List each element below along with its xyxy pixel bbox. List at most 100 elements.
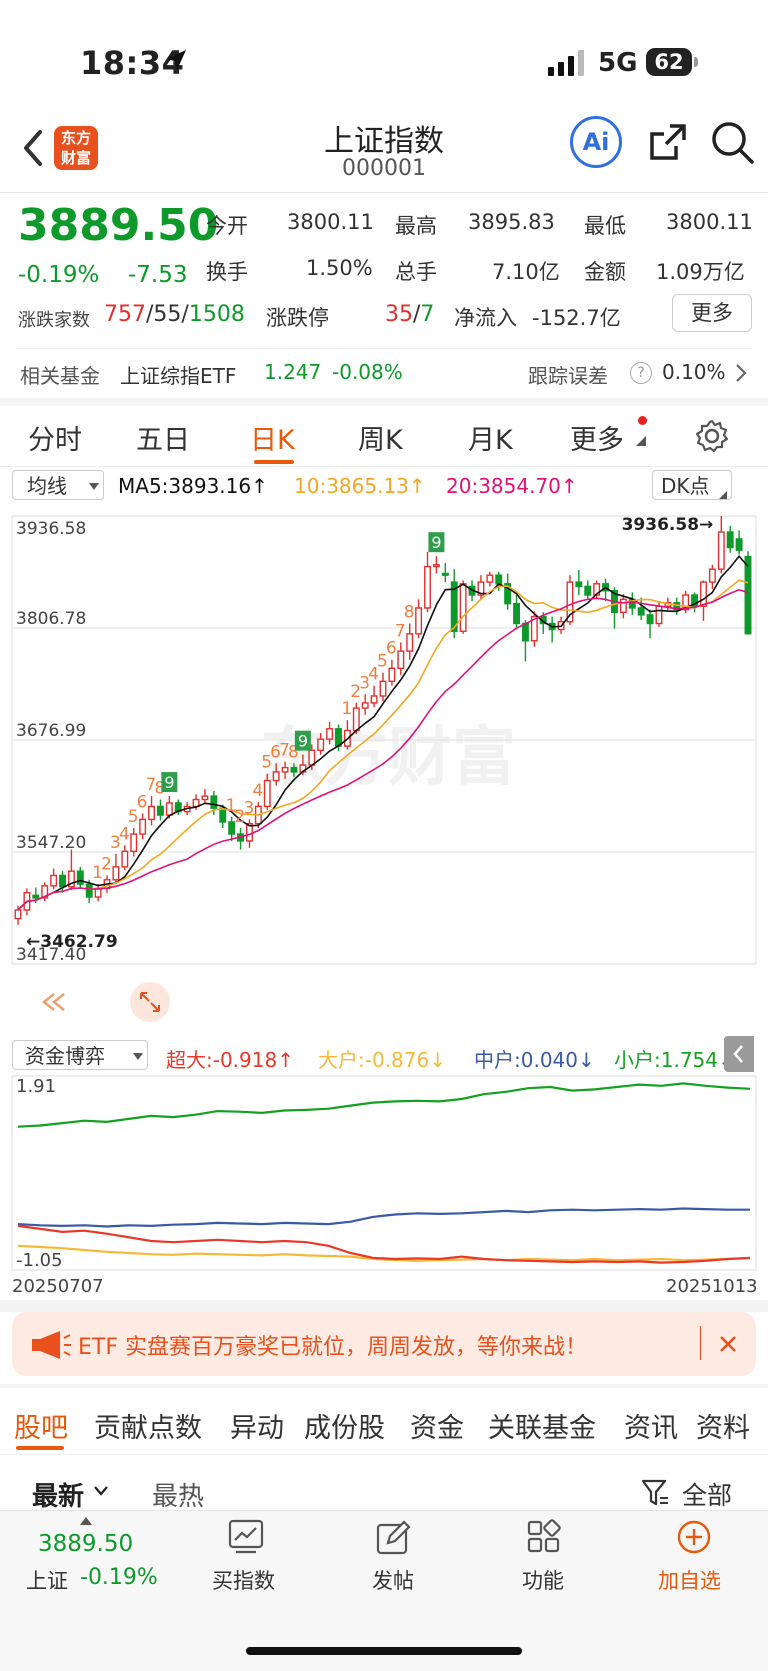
add-watchlist-button[interactable]: 加自选	[650, 1519, 740, 1609]
tab-five-day[interactable]: 五日	[136, 425, 190, 456]
caret-down-icon	[133, 1053, 143, 1060]
close-icon[interactable]	[718, 1334, 738, 1354]
search-icon[interactable]	[710, 120, 756, 166]
tab-intraday[interactable]: 分时	[28, 425, 82, 456]
ma20-label: 20:3854.70↑	[446, 474, 578, 498]
rewind-icon[interactable]	[41, 993, 65, 1011]
sort-latest[interactable]: 最新	[32, 1482, 85, 1512]
back-icon[interactable]	[18, 128, 48, 168]
money-flow-chart[interactable]	[0, 1074, 768, 1304]
nine-turn-count: 1	[92, 863, 103, 883]
section-tab-guba[interactable]: 股吧	[14, 1413, 68, 1444]
candle-body	[521, 622, 529, 642]
limit-down: 7	[420, 302, 435, 327]
fund-name[interactable]: 上证综指ETF	[120, 364, 237, 388]
nine-turn-count: 3	[243, 798, 254, 818]
candle-body	[308, 749, 316, 766]
nine-turn-count: 4	[119, 824, 130, 844]
up-triangle-icon	[80, 1517, 92, 1525]
help-icon[interactable]: ?	[630, 362, 652, 384]
ai-button[interactable]: Ai	[570, 116, 622, 168]
active-section-indicator	[16, 1446, 64, 1450]
y-tick-label: 3936.58	[16, 519, 86, 539]
chevron-right-icon[interactable]	[734, 362, 748, 384]
flow-indicator-select[interactable]: 资金博弈	[12, 1040, 148, 1070]
nine-turn-count: 4	[252, 781, 263, 801]
indicator-select-label: 均线	[27, 474, 67, 498]
nine-turn-count: 8	[404, 603, 415, 623]
section-tab-movement[interactable]: 异动	[230, 1413, 284, 1444]
function-button[interactable]: 功能	[500, 1519, 590, 1609]
section-tab-components[interactable]: 成份股	[304, 1413, 385, 1444]
candle-body	[326, 728, 334, 740]
super-large-label: 超大:-0.918↑	[166, 1048, 294, 1072]
section-tab-related-funds[interactable]: 关联基金	[488, 1413, 596, 1444]
nine-turn-count: 4	[368, 665, 379, 685]
candle-body	[513, 602, 520, 625]
candle-body	[682, 594, 690, 611]
expand-icon[interactable]	[130, 982, 170, 1022]
nine-turn-count: 8	[288, 742, 299, 762]
nine-turn-count: 2	[101, 854, 112, 874]
candle-body	[504, 583, 512, 605]
candle-body	[148, 805, 155, 821]
section-tab-profile[interactable]: 资料	[696, 1413, 750, 1444]
candle-body	[459, 583, 467, 632]
sort-hot[interactable]: 最热	[152, 1482, 205, 1512]
candle-body	[210, 795, 218, 809]
candle-body	[67, 870, 75, 888]
buy-index-button[interactable]: 买指数	[200, 1519, 290, 1609]
candle-body	[130, 833, 138, 853]
nine-turn-count: 1	[226, 796, 237, 816]
candle-body	[14, 909, 22, 920]
add-watchlist-label: 加自选	[658, 1569, 721, 1593]
tracking-error-value: 0.10%	[662, 360, 726, 384]
candle-body	[708, 568, 716, 583]
active-tab-indicator	[254, 460, 294, 464]
flow-y-top: 1.91	[16, 1076, 57, 1097]
more-button[interactable]: 更多	[672, 294, 752, 332]
bottom-pct: -0.19%	[80, 1565, 158, 1590]
filter-icon[interactable]	[640, 1478, 670, 1508]
candle-body	[477, 581, 485, 596]
collapse-panel-button[interactable]	[724, 1036, 754, 1072]
mid-label: 中户:0.040↓	[474, 1048, 595, 1072]
settings-gear-icon[interactable]	[694, 418, 730, 454]
candle-body	[700, 581, 707, 607]
promo-banner[interactable]: ETF 实盘赛百万豪奖已就位，周周发放，等你来战！	[12, 1312, 756, 1376]
turnover-label: 换手	[206, 260, 248, 284]
breadth-values: 757/55/1508	[104, 302, 245, 327]
indicator-select[interactable]: 均线	[12, 470, 104, 500]
candlestick-chart[interactable]: 东方财富 3936.583806.783676.993547.203417.40…	[0, 504, 768, 1036]
battery-indicator: 62	[646, 48, 692, 76]
candle-body	[432, 564, 440, 568]
candle-body	[388, 667, 396, 683]
limit-values: 35/7	[385, 302, 435, 327]
candle-body	[165, 802, 173, 816]
page-title: 上证指数	[324, 124, 444, 159]
section-tab-contribution[interactable]: 贡献点数	[94, 1413, 202, 1444]
tab-weekly-k[interactable]: 周K	[358, 425, 403, 456]
caret-down-icon	[89, 483, 99, 490]
tab-more[interactable]: 更多	[570, 425, 624, 456]
dk-point-toggle[interactable]: DK点	[652, 470, 732, 500]
share-icon[interactable]	[646, 120, 690, 164]
nine-turn-badge	[294, 730, 311, 751]
candle-body	[415, 607, 423, 635]
nine-turn-count: 7	[395, 621, 406, 641]
tab-daily-k[interactable]: 日K	[250, 425, 295, 456]
change-value: -7.53	[128, 262, 188, 288]
candle-body	[156, 805, 164, 816]
nine-turn-count: 2	[350, 682, 361, 702]
post-button[interactable]: 发帖	[350, 1519, 440, 1609]
location-arrow-icon	[166, 50, 186, 70]
filter-all[interactable]: 全部	[682, 1481, 733, 1510]
volume-label: 总手	[395, 260, 437, 284]
section-tab-funds[interactable]: 资金	[410, 1413, 464, 1444]
limit-up: 35	[385, 302, 413, 327]
tab-monthly-k[interactable]: 月K	[468, 425, 513, 456]
section-tab-news[interactable]: 资讯	[624, 1413, 678, 1444]
home-indicator	[246, 1647, 522, 1655]
fund-change: -0.08%	[332, 360, 403, 384]
bottom-index-name: 上证	[26, 1569, 68, 1593]
